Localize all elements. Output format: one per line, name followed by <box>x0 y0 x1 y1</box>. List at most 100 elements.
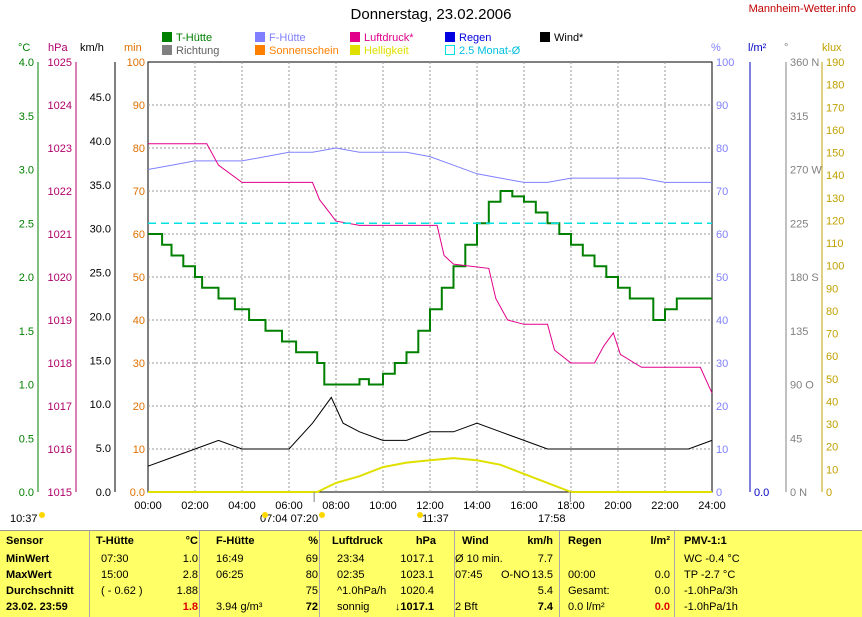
marker-sunset: 17:58 <box>538 513 566 525</box>
tick-label-time: 06:00 <box>275 500 303 512</box>
tick-label-hum: 80 <box>716 143 728 155</box>
tick-label-sun: 40 <box>133 315 145 327</box>
tick-label-time: 18:00 <box>557 500 585 512</box>
tick-label-lux: 10 <box>826 464 838 476</box>
table-cell: 0.0 <box>654 569 670 581</box>
table-header: Sensor <box>6 535 44 547</box>
tick-label-time: 12:00 <box>416 500 444 512</box>
tick-label-lux: 60 <box>826 351 838 363</box>
tick-label-time: 22:00 <box>651 500 679 512</box>
tick-label-sun: 60 <box>133 229 145 241</box>
legend-label: Helligkeit <box>364 45 409 57</box>
table-cell: 2.8 <box>182 569 198 581</box>
tick-label-sun: 80 <box>133 143 145 155</box>
table-cell: 1023.1 <box>400 569 434 581</box>
tick-label-temp: 1.0 <box>19 380 34 392</box>
tick-label-sun: 50 <box>133 272 145 284</box>
legend-label: Sonnenschein <box>269 45 339 57</box>
tick-label-lux: 90 <box>826 283 838 295</box>
table-cell: 0.0 <box>654 585 670 597</box>
table-divider <box>319 531 320 617</box>
tick-label-wind: 10.0 <box>90 399 111 411</box>
tick-label-press: 1022 <box>48 186 72 198</box>
tick-label-lux: 160 <box>826 125 844 137</box>
tick-label-dir: 135 <box>790 326 808 338</box>
table-cell: O-NO <box>501 569 530 581</box>
marker-noon: 11:37 <box>422 513 449 525</box>
legend-label: Regen <box>459 32 492 44</box>
legend-label: Wind* <box>554 32 584 44</box>
legend-swatch <box>540 32 550 42</box>
tick-label-lux: 190 <box>826 57 844 69</box>
table-divider <box>89 531 90 617</box>
table-cell: 5.4 <box>537 585 553 597</box>
legend-swatch <box>445 32 455 42</box>
table-cell: 02:35 <box>337 569 365 581</box>
tick-label-lux: 50 <box>826 374 838 386</box>
tick-label-temp: 1.5 <box>19 326 34 338</box>
tick-label-lux: 100 <box>826 261 844 273</box>
tick-label-lux: 170 <box>826 102 844 114</box>
table-header: % <box>308 535 318 547</box>
tick-label-dir: 225 <box>790 218 808 230</box>
tick-label-dir: 45 <box>790 433 802 445</box>
tick-label-time: 08:00 <box>322 500 350 512</box>
tick-label-press: 1023 <box>48 143 72 155</box>
tick-label-hum: 40 <box>716 315 728 327</box>
table-cell: 69 <box>305 553 318 565</box>
table-divider <box>559 531 560 617</box>
tick-label-wind: 5.0 <box>96 443 111 455</box>
axis-unit-sun: min <box>124 42 142 54</box>
table-cell: sonnig <box>337 601 370 613</box>
axis-unit-wind: km/h <box>80 42 104 54</box>
sun-marker-icon <box>319 512 325 518</box>
tick-label-wind: 45.0 <box>90 92 111 104</box>
tick-label-lux: 80 <box>826 306 838 318</box>
table-cell: 1.0 <box>182 553 198 565</box>
table-cell: ( - 0.62 ) <box>101 585 143 597</box>
table-cell: 16:49 <box>216 553 244 565</box>
tick-label-temp: 0.5 <box>19 433 34 445</box>
tick-label-dir: 360 N <box>790 57 819 69</box>
legend-label: T-Hütte <box>176 32 213 44</box>
table-header: F-Hütte <box>216 535 255 547</box>
legend-item: Regen <box>445 32 491 44</box>
table-cell: 06:25 <box>216 569 244 581</box>
table-cell: 13.5 <box>531 569 553 581</box>
table-header: l/m² <box>650 535 670 547</box>
series-thtte-line <box>148 190 712 386</box>
tick-label-hum: 0 <box>716 487 722 499</box>
legend-item: Sonnenschein <box>255 45 339 57</box>
legend-label: 2.5 Monat-Ø <box>459 45 521 57</box>
tick-label-temp: 3.0 <box>19 165 34 177</box>
tick-label-wind: 40.0 <box>90 136 111 148</box>
tick-label-rain: 0.0 <box>754 487 769 499</box>
tick-label-temp: 0.0 <box>19 487 34 499</box>
tick-label-temp: 3.5 <box>19 111 34 123</box>
legend-swatch <box>350 45 360 55</box>
table-cell: WC -0.4 °C <box>684 553 740 565</box>
table-cell: 7.4 <box>537 601 553 613</box>
legend-label: Luftdruck* <box>364 32 414 44</box>
table-cell: 00:00 <box>568 569 596 581</box>
tick-label-time: 00:00 <box>134 500 162 512</box>
table-header: hPa <box>415 535 436 547</box>
table-cell: 1017.1 <box>400 553 434 565</box>
tick-label-dir: 0 N <box>790 487 807 499</box>
table-divider <box>674 531 675 617</box>
tick-label-time: 02:00 <box>181 500 209 512</box>
table-cell: 7.7 <box>537 553 553 565</box>
legend-label: Richtung <box>176 45 220 57</box>
tick-label-press: 1018 <box>48 358 72 370</box>
site-link[interactable]: Mannheim-Wetter.info <box>748 3 856 15</box>
table-header: Wind <box>462 535 489 547</box>
sun-marker-icon <box>262 512 268 518</box>
tick-label-wind: 35.0 <box>90 180 111 192</box>
tick-label-time: 24:00 <box>698 500 726 512</box>
tick-label-dir: 180 S <box>790 272 819 284</box>
series-wind-line <box>147 396 713 467</box>
tick-label-hum: 10 <box>716 444 728 456</box>
tick-label-dir: 90 O <box>790 380 814 392</box>
table-cell: 0.0 l/m² <box>568 601 605 613</box>
tick-label-time: 04:00 <box>228 500 256 512</box>
